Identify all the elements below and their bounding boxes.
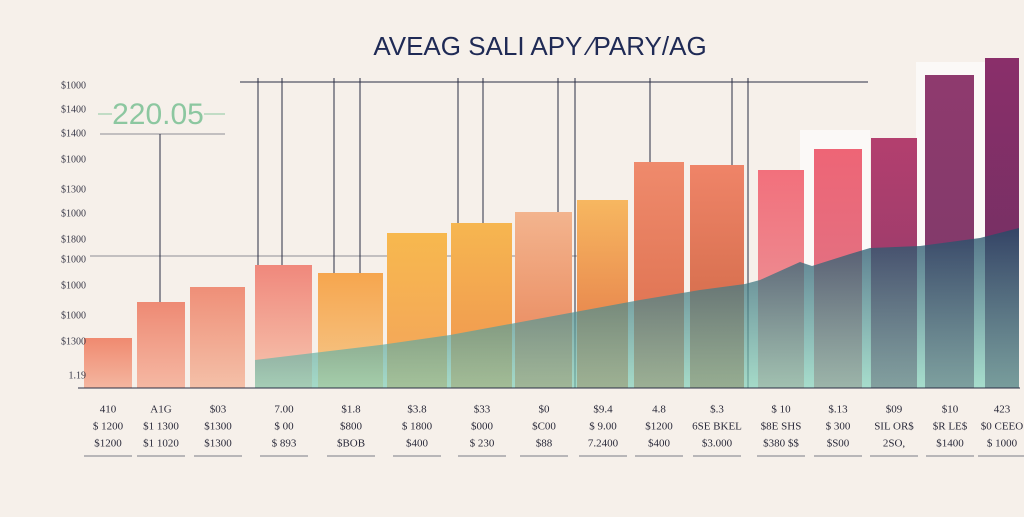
y-label: $1300 <box>61 336 86 347</box>
column-label: $1300 <box>204 421 232 433</box>
column-label: $ 893 <box>272 438 297 450</box>
column-label: $9.4 <box>593 404 613 416</box>
column-label: $C00 <box>532 421 556 433</box>
column-label: $ 9.00 <box>589 421 617 433</box>
column-label: $800 <box>340 421 363 433</box>
column-label: $.3 <box>710 404 724 416</box>
column-label: $1400 <box>936 438 964 450</box>
column-label: $1.8 <box>341 404 361 416</box>
column-label: $ 10 <box>771 404 791 416</box>
column-label: $ 1200 <box>93 421 124 433</box>
column-labels: 410 $ 1200 $1200 A1G $1 1300 $1 1020 $03 $1300 $… <box>84 404 1024 457</box>
bar <box>190 287 245 388</box>
y-label: $1400 <box>61 128 86 139</box>
column-label: $ 1800 <box>402 421 433 433</box>
y-label: $1000 <box>61 208 86 219</box>
column-label: $S00 <box>827 438 850 450</box>
column-label: $BOB <box>337 438 365 450</box>
column-label: $8E SHS <box>761 421 802 433</box>
column-label: $R LE$ <box>933 421 968 433</box>
y-label: $1000 <box>61 154 86 165</box>
column-label: SIL OR$ <box>874 421 914 433</box>
column-label: $.13 <box>828 404 848 416</box>
column-label: $1200 <box>94 438 122 450</box>
y-label: $1000 <box>61 280 86 291</box>
column-label: $33 <box>474 404 491 416</box>
column-label: $03 <box>210 404 227 416</box>
area <box>255 228 1019 388</box>
column-label: $88 <box>536 438 553 450</box>
column-label: 4.8 <box>652 404 666 416</box>
highlight: 220.05 <box>112 98 204 131</box>
column-label: $ 230 <box>470 438 495 450</box>
column-label: $1200 <box>645 421 673 433</box>
y-label: $1000 <box>61 310 86 321</box>
column-label: $3.8 <box>407 404 427 416</box>
bar <box>137 302 185 388</box>
column-label: $09 <box>886 404 903 416</box>
column-label: $ 300 <box>826 421 851 433</box>
title: AVEAG SALI APY ⁄PARY/AG <box>373 31 706 61</box>
column-label: $ 1000 <box>987 438 1018 450</box>
y-label: $1000 <box>61 80 86 91</box>
column-label: $10 <box>942 404 959 416</box>
column-label: $0 CEEO <box>981 421 1024 433</box>
column-label: 423 <box>994 404 1011 416</box>
column-label: 6SE BKEL <box>692 421 742 433</box>
column-label: $3.000 <box>702 438 733 450</box>
y-label: 1.19 <box>69 370 87 381</box>
column-label: 7.2400 <box>588 438 619 450</box>
column-label: $0 <box>539 404 551 416</box>
y-label: $1400 <box>61 104 86 115</box>
column-label: $1 1300 <box>143 421 179 433</box>
column-label: $400 <box>406 438 429 450</box>
column-label: $380 $$ <box>763 438 799 450</box>
column-label: 410 <box>100 404 117 416</box>
y-label: $1000 <box>61 254 86 265</box>
y-label: $1800 <box>61 234 86 245</box>
column-label: $ 00 <box>274 421 294 433</box>
column-label: $1 1020 <box>143 438 179 450</box>
y-labels: $1000 $1400 $1400 $1000 $1300 $1000 $1800 $1000… <box>61 80 86 381</box>
bar <box>84 338 132 388</box>
y-label: $1300 <box>61 184 86 195</box>
column-label: 7.00 <box>274 404 294 416</box>
column-label: $400 <box>648 438 671 450</box>
column-label: $1300 <box>204 438 232 450</box>
column-label: A1G <box>150 404 171 416</box>
column-label: $000 <box>471 421 494 433</box>
column-label: 2SO, <box>883 438 906 450</box>
